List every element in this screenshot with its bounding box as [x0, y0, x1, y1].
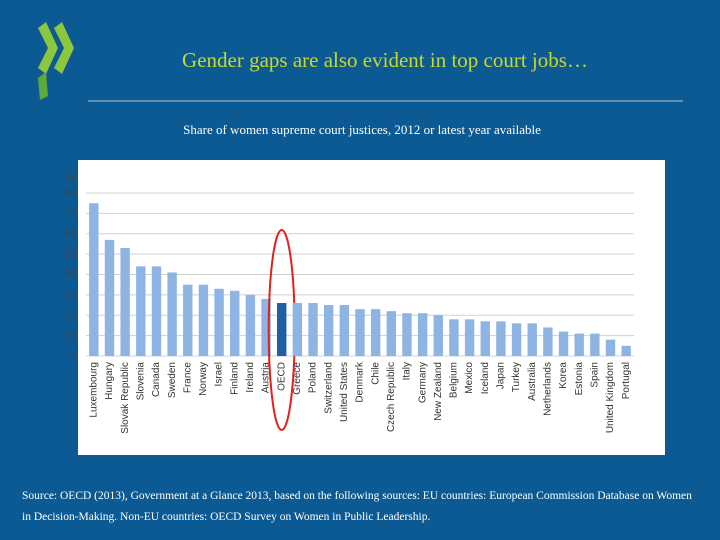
x-tick-label: Poland [308, 362, 319, 393]
title: Gender gaps are also evident in top cour… [182, 48, 588, 72]
bar [230, 290, 240, 356]
x-tick-label: Chile [370, 362, 381, 385]
bar [449, 319, 459, 356]
bar [89, 203, 99, 356]
bar [339, 305, 350, 356]
source: Source: OECD (2013), Government at a Gla… [22, 490, 692, 523]
y-tick-label: 20 [65, 310, 77, 321]
x-tick-label: Greece [292, 362, 303, 395]
x-tick-label: Switzerland [323, 362, 334, 414]
x-tick-label: Belgium [449, 362, 460, 398]
bar [183, 284, 193, 356]
x-tick-label: New Zealand [433, 362, 444, 421]
y-tick-label: 70 [65, 208, 77, 219]
y-tick-label: 50 [65, 249, 77, 260]
y-tick-label: 80 [65, 188, 77, 199]
x-tick-label: Italy [402, 362, 413, 380]
bar [245, 294, 256, 356]
y-axis-label: % [66, 173, 75, 184]
x-tick-label: Slovak Republic [120, 362, 131, 434]
logo-chevron [38, 22, 58, 74]
bar [527, 323, 537, 356]
bar [104, 239, 115, 356]
bar [261, 298, 271, 356]
bar [308, 303, 318, 356]
bar [558, 331, 569, 356]
subtitle: Share of women supreme court justices, 2… [183, 122, 541, 137]
bar [605, 339, 616, 356]
x-tick-label: Turkey [511, 362, 522, 392]
bar [214, 288, 224, 356]
bar [355, 309, 365, 356]
x-tick-label: Denmark [355, 361, 366, 403]
bar [292, 303, 303, 356]
x-tick-label: Israel [214, 362, 225, 386]
bar [496, 321, 506, 356]
y-tick-label: 30 [65, 290, 77, 301]
x-tick-label: Estonia [574, 362, 585, 396]
bar [120, 248, 130, 356]
x-tick-label: Australia [527, 362, 538, 401]
logo-chevron [38, 72, 48, 100]
bar [511, 323, 522, 356]
bar [151, 266, 162, 356]
x-tick-label: Portugal [621, 362, 632, 399]
x-tick-label: OECD [276, 362, 287, 391]
bar [136, 266, 146, 356]
bar [543, 327, 553, 356]
bar [323, 305, 334, 356]
bar [386, 311, 397, 356]
x-tick-label: Austria [261, 362, 272, 394]
x-tick-label: Germany [417, 362, 428, 403]
bar [433, 315, 443, 356]
bar [277, 303, 287, 356]
x-tick-label: Finland [229, 362, 240, 395]
y-tick-label: 40 [65, 269, 77, 280]
x-tick-label: Japan [496, 362, 507, 389]
x-tick-label: Mexico [464, 362, 475, 394]
x-tick-label: Canada [151, 362, 162, 397]
logo [38, 22, 74, 100]
x-tick-label: Norway [198, 362, 209, 396]
x-tick-label: Ireland [245, 362, 256, 393]
x-tick-label: Sweden [167, 362, 178, 398]
x-tick-label: Luxembourg [88, 362, 99, 418]
bar [480, 321, 490, 356]
x-tick-label: France [182, 362, 193, 394]
bar [402, 313, 412, 356]
bar [167, 272, 177, 356]
x-tick-label: Korea [558, 362, 569, 389]
x-tick-label: Netherlands [543, 362, 554, 416]
bar [574, 333, 584, 356]
x-tick-label: Czech Republic [386, 362, 397, 432]
bar [590, 333, 600, 356]
x-tick-label: Slovenia [135, 362, 146, 401]
x-tick-label: Hungary [104, 362, 115, 400]
bar [464, 319, 475, 356]
bar [198, 284, 209, 356]
y-tick-label: 0 [70, 351, 76, 362]
bar [417, 313, 428, 356]
y-tick-label: 10 [65, 330, 77, 341]
y-tick-label: 60 [65, 228, 77, 239]
x-tick-label: United States [339, 362, 350, 422]
bar [370, 309, 381, 356]
logo-chevron [54, 22, 74, 74]
plot-background [78, 160, 665, 455]
x-tick-label: United Kingdom [605, 362, 616, 433]
x-tick-label: Spain [589, 362, 600, 388]
bar [621, 345, 631, 356]
x-tick-label: Iceland [480, 362, 491, 394]
